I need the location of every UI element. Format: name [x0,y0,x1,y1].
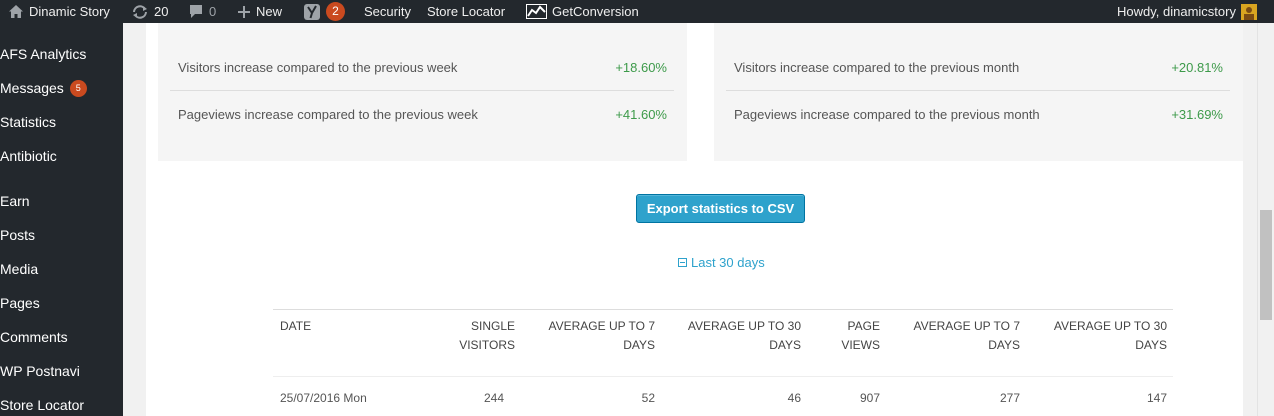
header-page-views: PAGE VIEWS [841,319,880,352]
menu-label: AFS Analytics [0,46,87,62]
menu-pages[interactable]: Pages [0,289,40,317]
cell-date: 25/07/2016 Mon [280,391,367,405]
menu-comments[interactable]: Comments [0,323,68,351]
monthly-pageviews-value: +31.69% [1171,106,1223,122]
monthly-visitors-value: +20.81% [1171,60,1223,75]
cell-avg30: 46 [787,391,801,405]
table-header: DATE SINGLE VISITORS AVERAGE UP TO 7 DAYS … [273,309,1173,377]
cell-pageviews: 907 [859,391,880,405]
comments-count: 0 [209,4,217,19]
menu-messages[interactable]: Messages 5 [0,74,87,102]
menu-label: Posts [0,227,36,243]
weekly-visitors-value: +18.60% [615,60,667,75]
period-toggle[interactable]: Last 30 days [678,253,765,271]
menu-label: Messages [0,80,64,96]
weekly-pageviews-label: Pageviews increase compared to the previ… [178,106,478,122]
menu-earn[interactable]: Earn [0,187,30,215]
menu-afs-analytics[interactable]: AFS Analytics [0,40,86,68]
menu-antibiotic[interactable]: Antibiotic [0,142,57,170]
refresh-icon [131,4,149,20]
menu-wp-postnavi[interactable]: WP Postnavi [0,357,80,385]
monthly-visitors-label: Visitors increase compared to the previo… [734,60,1020,75]
store-locator-label: Store Locator [427,4,506,19]
updates-count: 20 [154,4,169,19]
menu-label: Antibiotic [0,148,57,164]
scrollbar-thumb[interactable] [1260,210,1272,320]
new-label: New [256,4,283,19]
weekly-pageviews-value: +41.60% [615,106,667,122]
cell-avg7: 52 [641,391,655,405]
statistics-panel: Visitors increase compared to the previo… [146,23,1243,416]
weekly-pageviews-row: Pageviews increase compared to the previ… [170,91,674,137]
comments-link[interactable]: 0 [188,0,216,23]
plus-icon [237,5,251,19]
collapse-icon [678,257,687,267]
header-avg30-visitors: AVERAGE UP TO 30 DAYS [687,319,801,352]
period-label: Last 30 days [691,254,765,270]
menu-label: Statistics [0,114,57,130]
menu-label: Store Locator [0,397,85,413]
admin-bar: Dinamic Story 20 0 New 2 Security Store … [0,0,1274,23]
security-link[interactable]: Security [364,0,411,23]
cell-pv-avg30: 147 [1146,391,1167,405]
page-scrollbar[interactable] [1257,23,1274,416]
getconversion-label: GetConversion [552,4,639,19]
header-avg30-pageviews: AVERAGE UP TO 30 DAYS [1053,319,1167,352]
security-label: Security [364,4,411,19]
menu-label: Earn [0,193,30,209]
monthly-pageviews-label: Pageviews increase compared to the previ… [734,106,1040,122]
menu-label: Comments [0,329,68,345]
export-csv-button[interactable]: Export statistics to CSV [636,194,805,223]
header-date: DATE [280,319,312,333]
monthly-pageviews-row: Pageviews increase compared to the previ… [726,91,1230,137]
menu-label: WP Postnavi [0,363,80,379]
menu-media[interactable]: Media [0,255,38,283]
header-avg7-pageviews: AVERAGE UP TO 7 DAYS [913,319,1021,352]
howdy-text: Howdy, dinamicstory [1117,4,1236,19]
menu-label: Media [0,261,39,277]
header-avg7-visitors: AVERAGE UP TO 7 DAYS [548,319,656,352]
cell-visitors: 244 [483,391,504,405]
chart-line-icon [526,4,547,19]
weekly-visitors-label: Visitors increase compared to the previo… [178,60,458,75]
home-icon [8,4,24,19]
comment-icon [188,4,204,19]
table-row: 25/07/2016 Mon 244 52 46 907 277 147 [273,377,1173,416]
avatar [1240,3,1257,20]
main-content: Visitors increase compared to the previo… [123,23,1257,416]
getconversion-link[interactable]: GetConversion [526,0,639,23]
messages-count-badge: 5 [69,79,87,97]
menu-store-locator[interactable]: Store Locator [0,391,84,416]
menu-posts[interactable]: Posts [0,221,35,249]
cell-pv-avg7: 277 [999,391,1020,405]
admin-sidebar: AFS Analytics Messages 5 Statistics Anti… [0,23,123,416]
monthly-stats-box: Visitors increase compared to the previo… [714,23,1243,161]
updates-link[interactable]: 20 [131,0,168,23]
menu-statistics[interactable]: Statistics [0,108,56,136]
yoast-link[interactable]: 2 [303,0,345,23]
site-name-link[interactable]: Dinamic Story [8,0,110,23]
menu-label: Pages [0,295,40,311]
monthly-visitors-row: Visitors increase compared to the previo… [726,45,1230,91]
yoast-icon [303,3,321,21]
store-locator-link[interactable]: Store Locator [427,0,505,23]
new-content-link[interactable]: New [237,0,282,23]
yoast-badge: 2 [326,2,345,21]
my-account-link[interactable]: Howdy, dinamicstory [1117,0,1257,23]
weekly-stats-box: Visitors increase compared to the previo… [158,23,687,161]
header-single-visitors: SINGLE VISITORS [459,319,515,352]
site-name: Dinamic Story [29,4,110,19]
weekly-visitors-row: Visitors increase compared to the previo… [170,45,674,91]
